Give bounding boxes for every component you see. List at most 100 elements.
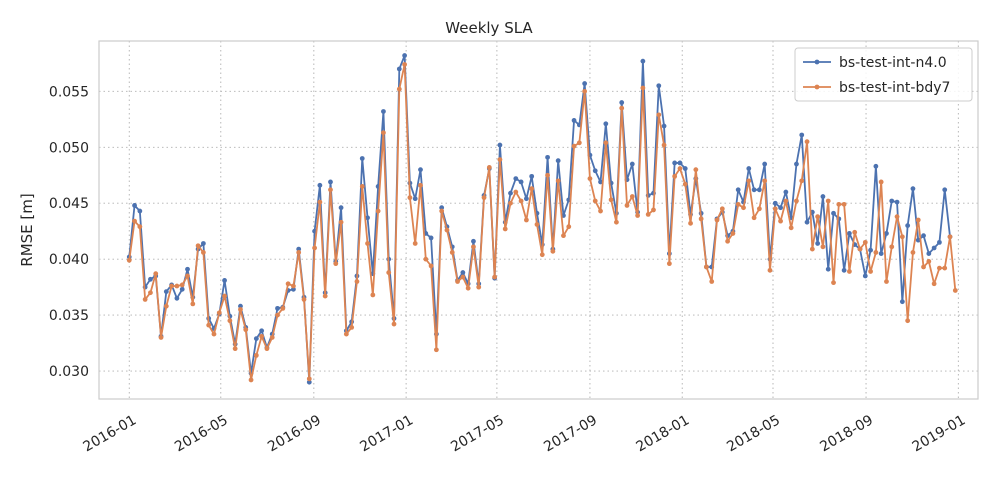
data-point xyxy=(179,282,185,288)
data-point xyxy=(587,176,593,182)
data-point xyxy=(338,205,344,211)
data-point xyxy=(640,85,646,91)
data-point xyxy=(561,233,566,239)
data-point xyxy=(471,244,476,250)
data-point xyxy=(513,189,519,195)
series-1 xyxy=(126,62,958,383)
data-point xyxy=(926,251,932,256)
data-point xyxy=(884,279,889,284)
data-point xyxy=(280,305,286,311)
data-point xyxy=(847,231,852,236)
data-point xyxy=(312,245,317,251)
data-point xyxy=(767,267,773,273)
data-point xyxy=(264,346,270,352)
data-point xyxy=(132,203,137,208)
data-point xyxy=(746,166,752,171)
data-point xyxy=(624,203,630,208)
data-point xyxy=(253,336,259,341)
y-tick-label: 0.050 xyxy=(49,140,89,156)
data-point xyxy=(227,318,233,324)
data-point xyxy=(524,196,529,202)
data-point xyxy=(582,88,588,94)
data-point xyxy=(497,157,503,162)
data-point xyxy=(809,246,815,252)
data-point xyxy=(465,285,471,291)
data-point xyxy=(645,212,651,217)
data-point xyxy=(762,161,768,167)
data-point xyxy=(269,335,275,340)
data-point xyxy=(137,224,143,230)
data-point xyxy=(396,66,402,72)
data-point xyxy=(402,62,408,67)
data-point xyxy=(614,219,619,225)
data-point xyxy=(153,271,159,277)
data-point xyxy=(942,187,948,193)
data-point xyxy=(555,158,561,164)
data-point xyxy=(402,53,408,58)
data-point xyxy=(481,195,487,201)
data-point xyxy=(603,121,609,127)
data-point xyxy=(688,220,693,226)
data-point xyxy=(603,140,609,146)
data-point xyxy=(497,142,503,148)
data-point xyxy=(884,231,889,236)
data-point xyxy=(375,208,381,214)
data-point xyxy=(460,274,466,280)
data-point xyxy=(598,179,603,185)
data-point xyxy=(831,280,836,286)
legend-label: bs-test-int-bdy7 xyxy=(839,80,950,96)
data-point xyxy=(571,118,577,123)
data-point xyxy=(428,235,434,241)
data-point xyxy=(894,214,900,220)
data-point xyxy=(545,154,550,160)
data-point xyxy=(275,312,280,318)
legend-marker xyxy=(814,59,820,65)
data-point xyxy=(704,264,709,270)
data-point xyxy=(185,266,190,272)
data-point xyxy=(682,181,688,187)
data-point xyxy=(407,195,413,201)
data-point xyxy=(349,325,355,330)
data-point xyxy=(672,160,678,166)
data-point xyxy=(899,299,905,305)
data-point xyxy=(926,258,932,264)
data-point xyxy=(661,123,667,129)
data-point xyxy=(931,245,937,251)
data-point xyxy=(794,198,799,204)
data-point xyxy=(619,100,625,105)
data-point xyxy=(418,167,423,173)
data-point xyxy=(629,194,635,199)
data-point xyxy=(524,217,529,223)
data-point xyxy=(206,322,212,328)
data-point xyxy=(306,376,312,382)
data-point xyxy=(529,173,535,179)
data-point xyxy=(163,303,169,309)
data-point xyxy=(815,214,821,220)
data-point xyxy=(306,379,312,385)
data-point xyxy=(741,205,746,211)
y-axis: 0.030 0.035 0.040 0.045 0.050 0.055 xyxy=(49,84,89,380)
data-point xyxy=(365,241,370,246)
data-point xyxy=(794,161,799,167)
data-point xyxy=(598,208,603,214)
data-point xyxy=(815,241,821,246)
data-point xyxy=(296,246,302,252)
y-tick-label: 0.030 xyxy=(49,364,89,380)
data-point xyxy=(836,201,842,207)
data-point xyxy=(788,225,794,231)
data-point xyxy=(820,244,826,250)
data-point xyxy=(751,215,757,221)
data-point xyxy=(439,205,445,211)
data-point xyxy=(259,333,265,339)
data-point xyxy=(317,199,323,205)
data-point xyxy=(635,213,640,218)
data-point xyxy=(952,288,958,293)
data-point xyxy=(158,335,164,340)
y-tick-label: 0.035 xyxy=(49,308,89,324)
data-point xyxy=(693,167,699,173)
data-point xyxy=(619,105,625,111)
data-point xyxy=(291,283,296,289)
data-point xyxy=(259,328,265,334)
data-point xyxy=(937,265,942,271)
data-point xyxy=(719,206,725,212)
